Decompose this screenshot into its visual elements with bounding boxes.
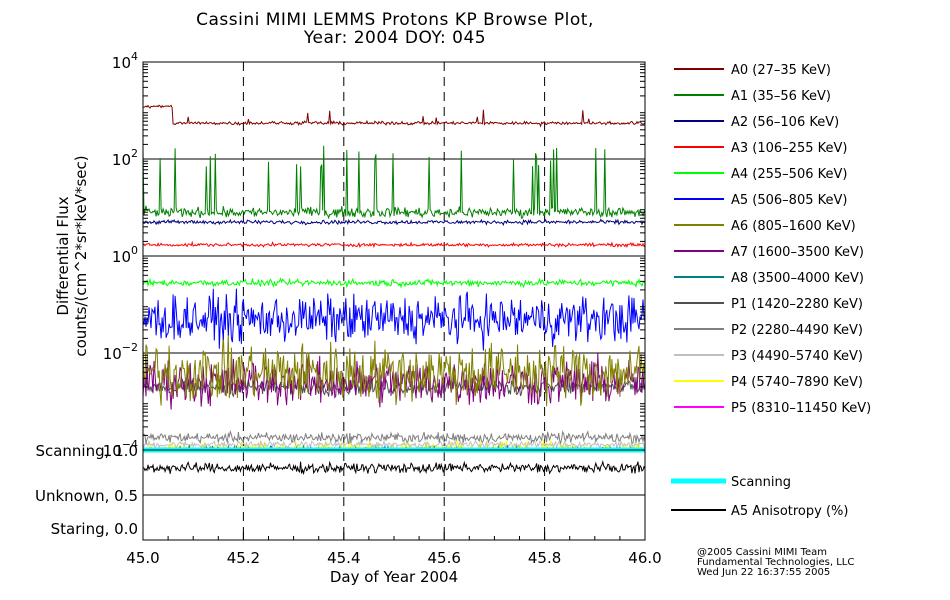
y-tick-label: 104 xyxy=(112,50,138,72)
x-tick-label: 45.0 xyxy=(126,549,159,567)
legend-entry-anisotropy: A5 Anisotropy (%) xyxy=(731,504,848,519)
legend-entry: A0 (27–35 KeV) xyxy=(731,63,831,78)
legend-entry: P3 (4490–5740 KeV) xyxy=(731,349,863,364)
state-tick-label: Unknown, 0.5 xyxy=(35,487,138,505)
chart-title: Cassini MIMI LEMMS Protons KP Browse Plo… xyxy=(196,10,594,30)
legend-entry: P2 (2280–4490 KeV) xyxy=(731,323,863,338)
legend-entry: P1 (1420–2280 KeV) xyxy=(731,297,863,312)
credit-line-2: Fundamental Technologies, LLC xyxy=(697,557,855,568)
x-tick-label: 45.6 xyxy=(427,549,460,567)
legend-entry: A4 (255–506 KeV) xyxy=(731,167,847,182)
series-line-a1 xyxy=(142,145,646,220)
legend-entry: A1 (35–56 KeV) xyxy=(731,89,831,104)
legend-entry: A2 (56–106 KeV) xyxy=(731,115,839,130)
legend-entry: A3 (106–255 KeV) xyxy=(731,141,847,156)
y-axis-label-units: counts/(cm^2*sr*keV*sec) xyxy=(72,155,90,356)
anisotropy-line xyxy=(142,460,646,476)
series-line-a3 xyxy=(142,240,646,249)
legend-entry-scanning: Scanning xyxy=(731,475,791,490)
x-tick-label: 46.0 xyxy=(628,549,661,567)
series-line-p2 xyxy=(142,429,646,445)
legend-entry: A6 (805–1600 KeV) xyxy=(731,219,856,234)
x-tick-label: 45.4 xyxy=(327,549,360,567)
legend-entry: A8 (3500–4000 KeV) xyxy=(731,271,864,286)
y-tick-label: 100 xyxy=(112,244,138,266)
series-line-a4 xyxy=(142,277,646,289)
x-tick-label: 45.2 xyxy=(227,549,260,567)
credit-line-1: @2005 Cassini MIMI Team xyxy=(697,547,827,558)
series-line-a6 xyxy=(142,333,646,407)
y-tick-label: 10−4 xyxy=(103,438,138,460)
y-tick-label: 10−2 xyxy=(103,341,138,363)
legend-entry: P4 (5740–7890 KeV) xyxy=(731,375,863,390)
state-tick-label: Scanning, 1.0 xyxy=(35,442,138,460)
series-line-a2 xyxy=(142,218,646,227)
series-line-a5 xyxy=(142,288,646,351)
y-axis-label: Differential Flux xyxy=(54,196,72,315)
series-line-a0 xyxy=(143,104,646,128)
credit-line-3: Wed Jun 22 16:37:55 2005 xyxy=(697,567,831,578)
legend-entry: A7 (1600–3500 KeV) xyxy=(731,245,864,260)
series-line-p3 xyxy=(142,438,646,451)
legend-entry: P5 (8310–11450 KeV) xyxy=(731,401,871,416)
x-tick-label: 45.8 xyxy=(528,549,561,567)
legend-entry: A5 (506–805 KeV) xyxy=(731,193,847,208)
state-tick-label: Staring, 0.0 xyxy=(51,520,138,538)
x-axis-label: Day of Year 2004 xyxy=(330,568,458,586)
chart-subtitle: Year: 2004 DOY: 045 xyxy=(303,28,487,48)
y-tick-label: 102 xyxy=(112,147,138,169)
